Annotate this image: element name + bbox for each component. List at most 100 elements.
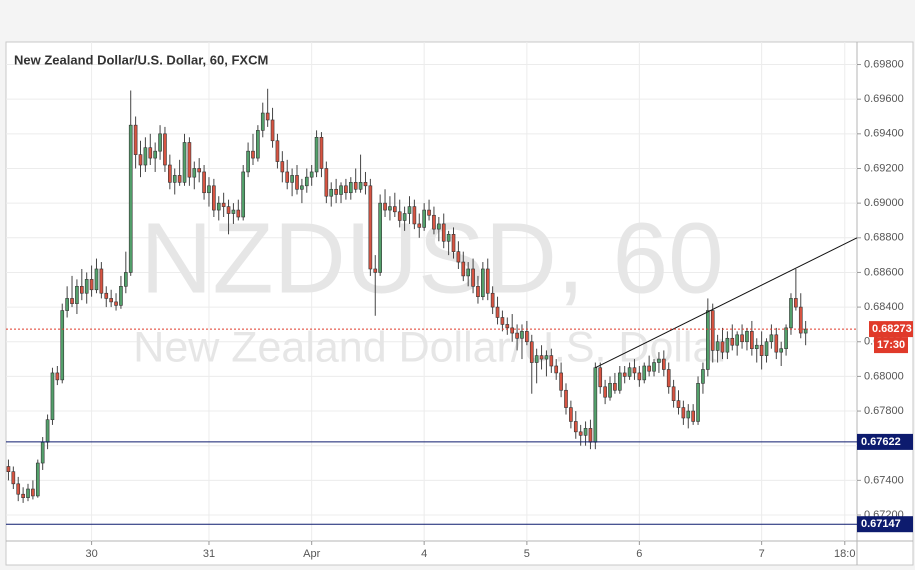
candle-body bbox=[11, 471, 16, 485]
candle-body bbox=[710, 310, 715, 351]
candle-body bbox=[280, 161, 285, 173]
candle-body bbox=[750, 331, 754, 349]
x-tick-label: 31 bbox=[203, 548, 215, 560]
candle-body bbox=[613, 383, 617, 391]
candle-body bbox=[725, 337, 730, 353]
candle-body bbox=[544, 355, 549, 360]
candle-body bbox=[275, 140, 280, 162]
candle-body bbox=[236, 209, 241, 218]
candle-body bbox=[55, 372, 60, 381]
candle-body bbox=[525, 331, 529, 343]
candle-body bbox=[75, 286, 79, 304]
candle-body bbox=[598, 367, 603, 388]
candle-body bbox=[461, 261, 466, 277]
candle-body bbox=[285, 171, 290, 183]
candle-body bbox=[158, 133, 162, 152]
candle-body bbox=[388, 206, 392, 211]
candle-body bbox=[759, 344, 764, 356]
candle-body bbox=[603, 386, 607, 398]
candle-body bbox=[803, 328, 808, 334]
candle-body bbox=[779, 348, 784, 353]
candle-body bbox=[500, 317, 505, 325]
candle-body bbox=[256, 130, 260, 159]
candle-body bbox=[192, 168, 197, 178]
candle-body bbox=[407, 206, 412, 214]
candle-body bbox=[84, 279, 89, 294]
candle-body bbox=[720, 341, 725, 353]
candle-body bbox=[798, 306, 803, 334]
candle-body bbox=[642, 365, 647, 381]
candle-body bbox=[593, 367, 598, 443]
candle-body bbox=[794, 298, 798, 308]
y-tick-label: 0.67400 bbox=[864, 474, 904, 486]
candle-body bbox=[397, 211, 402, 221]
candle-body bbox=[617, 372, 622, 391]
x-tick-label: 5 bbox=[524, 548, 530, 560]
level-label: 0.67147 bbox=[861, 518, 901, 530]
candle-body bbox=[344, 185, 348, 194]
candle-body bbox=[652, 362, 656, 372]
candle-body bbox=[520, 331, 524, 339]
candle-body bbox=[177, 175, 182, 183]
candle-body bbox=[481, 268, 485, 297]
candle-body bbox=[681, 407, 686, 419]
candle-body bbox=[456, 251, 461, 263]
candle-body bbox=[212, 185, 216, 211]
candle-body bbox=[324, 168, 329, 197]
candle-body bbox=[16, 483, 21, 495]
candle-body bbox=[515, 332, 519, 339]
candle-body bbox=[295, 175, 299, 190]
candle-body bbox=[304, 176, 309, 187]
candle-body bbox=[128, 124, 133, 273]
candle-body bbox=[696, 383, 700, 422]
candle-body bbox=[119, 286, 123, 306]
candle-body bbox=[715, 341, 720, 351]
candle-body bbox=[60, 310, 65, 381]
candle-body bbox=[353, 182, 358, 190]
candle-body bbox=[686, 410, 691, 419]
candle-body bbox=[559, 372, 563, 391]
candle-body bbox=[202, 171, 206, 194]
candle-body bbox=[270, 119, 275, 142]
candle-body bbox=[505, 324, 510, 329]
candle-body bbox=[754, 344, 759, 349]
candle-body bbox=[70, 298, 74, 304]
y-tick-label: 0.69000 bbox=[864, 197, 904, 209]
candle-body bbox=[309, 171, 314, 178]
candle-body bbox=[300, 185, 304, 190]
candle-body bbox=[647, 365, 651, 372]
y-tick-label: 0.69800 bbox=[864, 58, 904, 70]
candle-body bbox=[735, 334, 739, 346]
candle-body bbox=[368, 185, 373, 270]
candle-body bbox=[529, 341, 534, 363]
candle-body bbox=[671, 386, 676, 401]
candle-body bbox=[490, 292, 495, 308]
candle-body bbox=[148, 147, 153, 159]
candle-body bbox=[265, 112, 270, 121]
candle-body bbox=[676, 400, 681, 408]
candle-body bbox=[104, 292, 109, 299]
candle-body bbox=[50, 372, 55, 421]
candle-body bbox=[143, 147, 148, 166]
candle-body bbox=[466, 268, 470, 277]
candle-body bbox=[534, 355, 539, 363]
candle-body bbox=[740, 334, 744, 343]
candle-body bbox=[485, 268, 490, 294]
candle-body bbox=[251, 150, 255, 159]
watermark: NZDUSD, 60 New Zealand Dollar/U.S. Dolla… bbox=[133, 202, 730, 371]
candle-body bbox=[182, 142, 187, 183]
candle-body bbox=[769, 334, 774, 343]
y-tick-label: 0.69200 bbox=[864, 162, 904, 174]
candle-body bbox=[94, 268, 99, 291]
candle-body bbox=[422, 209, 426, 228]
candle-body bbox=[65, 298, 69, 311]
candle-body bbox=[339, 185, 343, 195]
x-tick-label: 4 bbox=[421, 548, 427, 560]
candle-body bbox=[26, 488, 30, 498]
candle-body bbox=[99, 268, 104, 294]
candle-body bbox=[476, 286, 480, 297]
candle-body bbox=[632, 367, 637, 374]
candle-body bbox=[290, 175, 294, 183]
candle-body bbox=[441, 223, 446, 242]
